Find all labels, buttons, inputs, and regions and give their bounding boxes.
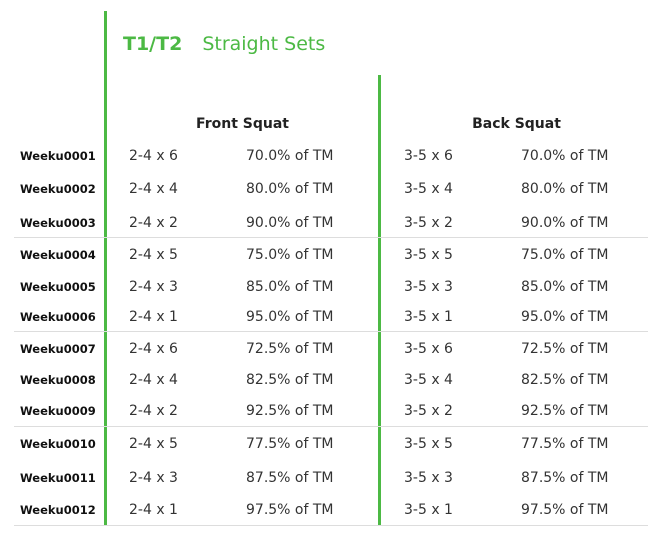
- front-squat-sets: 2-4 x 6: [129, 148, 178, 164]
- front-squat-intensity: 77.5% of TM: [246, 436, 334, 452]
- front-squat-sets: 2-4 x 1: [129, 309, 178, 325]
- tier-label: T1/T2: [123, 33, 183, 55]
- front-squat-intensity: 92.5% of TM: [246, 403, 334, 419]
- back-squat-sets: 3-5 x 4: [404, 372, 453, 388]
- table-row: Weeku0007 2-4 x 6 72.5% of TM 3-5 x 6 72…: [0, 339, 648, 359]
- week-label: Weeku0006: [20, 310, 96, 324]
- front-squat-sets: 2-4 x 2: [129, 215, 178, 231]
- front-squat-sets: 2-4 x 6: [129, 341, 178, 357]
- table-bottom-border: [14, 525, 648, 526]
- back-squat-intensity: 80.0% of TM: [521, 181, 609, 197]
- front-squat-header: Front Squat: [196, 116, 289, 132]
- front-squat-sets: 2-4 x 2: [129, 403, 178, 419]
- front-squat-intensity: 97.5% of TM: [246, 502, 334, 518]
- back-squat-sets: 3-5 x 6: [404, 341, 453, 357]
- table-row: Weeku0005 2-4 x 3 85.0% of TM 3-5 x 3 85…: [0, 277, 648, 297]
- table-row: Weeku0003 2-4 x 2 90.0% of TM 3-5 x 2 90…: [0, 213, 648, 233]
- back-squat-intensity: 95.0% of TM: [521, 309, 609, 325]
- week-label: Weeku0001: [20, 149, 96, 163]
- table-row: Weeku0012 2-4 x 1 97.5% of TM 3-5 x 1 97…: [0, 500, 648, 520]
- back-squat-sets: 3-5 x 5: [404, 247, 453, 263]
- back-squat-sets: 3-5 x 3: [404, 279, 453, 295]
- back-squat-intensity: 72.5% of TM: [521, 341, 609, 357]
- back-squat-sets: 3-5 x 6: [404, 148, 453, 164]
- front-squat-sets: 2-4 x 1: [129, 502, 178, 518]
- front-squat-sets: 2-4 x 5: [129, 247, 178, 263]
- front-squat-intensity: 85.0% of TM: [246, 279, 334, 295]
- week-label: Weeku0011: [20, 471, 96, 485]
- back-squat-intensity: 90.0% of TM: [521, 215, 609, 231]
- table-row: Weeku0006 2-4 x 1 95.0% of TM 3-5 x 1 95…: [0, 307, 648, 327]
- back-squat-intensity: 75.0% of TM: [521, 247, 609, 263]
- front-squat-intensity: 72.5% of TM: [246, 341, 334, 357]
- back-squat-header: Back Squat: [472, 116, 561, 132]
- week-label: Weeku0010: [20, 437, 96, 451]
- back-squat-intensity: 70.0% of TM: [521, 148, 609, 164]
- front-squat-intensity: 80.0% of TM: [246, 181, 334, 197]
- table-row: Weeku0010 2-4 x 5 77.5% of TM 3-5 x 5 77…: [0, 434, 648, 454]
- block-separator: [14, 426, 648, 427]
- back-squat-sets: 3-5 x 4: [404, 181, 453, 197]
- table-row: Weeku0001 2-4 x 6 70.0% of TM 3-5 x 6 70…: [0, 146, 648, 166]
- block-separator: [14, 237, 648, 238]
- week-label: Weeku0003: [20, 216, 96, 230]
- back-squat-intensity: 92.5% of TM: [521, 403, 609, 419]
- back-squat-intensity: 85.0% of TM: [521, 279, 609, 295]
- back-squat-sets: 3-5 x 2: [404, 215, 453, 231]
- back-squat-intensity: 97.5% of TM: [521, 502, 609, 518]
- back-squat-sets: 3-5 x 5: [404, 436, 453, 452]
- back-squat-intensity: 77.5% of TM: [521, 436, 609, 452]
- back-squat-intensity: 87.5% of TM: [521, 470, 609, 486]
- front-squat-intensity: 95.0% of TM: [246, 309, 334, 325]
- left-column-divider: [104, 11, 107, 526]
- table-row: Weeku0004 2-4 x 5 75.0% of TM 3-5 x 5 75…: [0, 245, 648, 265]
- front-squat-sets: 2-4 x 3: [129, 470, 178, 486]
- back-squat-sets: 3-5 x 1: [404, 309, 453, 325]
- front-squat-intensity: 90.0% of TM: [246, 215, 334, 231]
- front-squat-intensity: 70.0% of TM: [246, 148, 334, 164]
- program-header: T1/T2 Straight Sets: [123, 33, 325, 59]
- week-label: Weeku0004: [20, 248, 96, 262]
- table-row: Weeku0009 2-4 x 2 92.5% of TM 3-5 x 2 92…: [0, 401, 648, 421]
- front-squat-sets: 2-4 x 4: [129, 372, 178, 388]
- week-label: Weeku0002: [20, 182, 96, 196]
- table-row: Weeku0002 2-4 x 4 80.0% of TM 3-5 x 4 80…: [0, 179, 648, 199]
- scheme-label: Straight Sets: [202, 33, 326, 55]
- front-squat-sets: 2-4 x 3: [129, 279, 178, 295]
- week-label: Weeku0008: [20, 373, 96, 387]
- front-squat-intensity: 87.5% of TM: [246, 470, 334, 486]
- front-squat-sets: 2-4 x 5: [129, 436, 178, 452]
- middle-column-divider: [378, 75, 381, 526]
- table-row: Weeku0008 2-4 x 4 82.5% of TM 3-5 x 4 82…: [0, 370, 648, 390]
- front-squat-intensity: 75.0% of TM: [246, 247, 334, 263]
- block-separator: [14, 331, 648, 332]
- back-squat-intensity: 82.5% of TM: [521, 372, 609, 388]
- front-squat-intensity: 82.5% of TM: [246, 372, 334, 388]
- week-label: Weeku0007: [20, 342, 96, 356]
- back-squat-sets: 3-5 x 3: [404, 470, 453, 486]
- back-squat-sets: 3-5 x 1: [404, 502, 453, 518]
- week-label: Weeku0005: [20, 280, 96, 294]
- front-squat-sets: 2-4 x 4: [129, 181, 178, 197]
- week-label: Weeku0012: [20, 503, 96, 517]
- back-squat-sets: 3-5 x 2: [404, 403, 453, 419]
- table-row: Weeku0011 2-4 x 3 87.5% of TM 3-5 x 3 87…: [0, 468, 648, 488]
- week-label: Weeku0009: [20, 404, 96, 418]
